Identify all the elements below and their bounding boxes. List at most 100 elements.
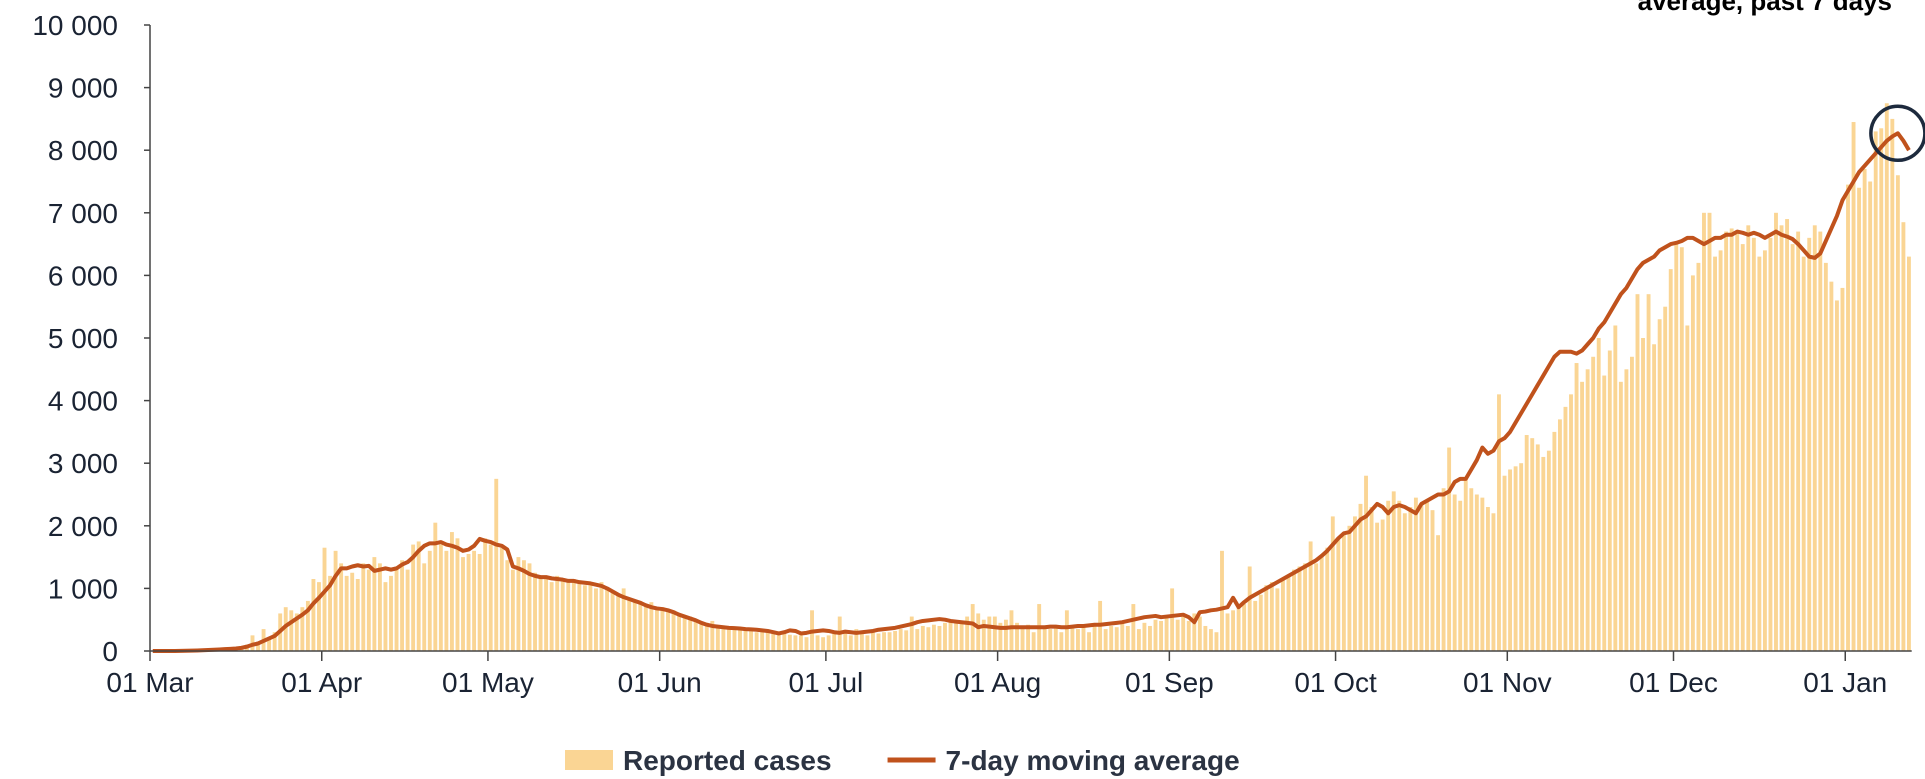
bar: [1419, 503, 1424, 651]
bar: [1114, 627, 1119, 651]
bar: [627, 597, 632, 651]
bar: [1801, 256, 1806, 651]
bar: [1751, 237, 1756, 651]
bar: [992, 616, 997, 651]
bar: [1624, 369, 1629, 651]
bar: [256, 641, 260, 651]
bar: [438, 544, 443, 651]
bar: [1231, 610, 1236, 651]
bar: [1613, 325, 1618, 651]
bar: [876, 633, 881, 651]
bar: [1480, 497, 1485, 651]
bar: [1768, 237, 1773, 651]
bar: [566, 582, 571, 651]
bar: [1785, 219, 1790, 651]
bar: [1303, 563, 1308, 651]
bar: [272, 632, 277, 651]
bar: [510, 569, 515, 651]
bar: [1026, 624, 1031, 651]
bar: [954, 620, 959, 651]
bar: [854, 629, 859, 651]
bar: [1053, 627, 1058, 651]
bar: [976, 613, 981, 651]
bar: [1513, 466, 1518, 651]
bar: [693, 619, 698, 651]
bar: [582, 585, 587, 651]
bar: [1203, 625, 1208, 651]
legend-label: Reported cases: [623, 745, 832, 776]
bar: [1009, 610, 1014, 651]
bar: [1829, 281, 1834, 651]
bar: [1807, 237, 1812, 651]
bar: [1192, 613, 1197, 651]
bar: [948, 619, 953, 651]
bar: [1430, 510, 1435, 651]
bar: [1170, 588, 1175, 651]
bar: [1812, 225, 1817, 651]
bar: [516, 557, 521, 651]
x-tick-label: 01 Aug: [954, 667, 1041, 698]
bar: [1353, 516, 1357, 651]
bar: [1120, 622, 1125, 651]
bar: [594, 588, 598, 651]
bar: [1109, 625, 1114, 651]
bar: [1364, 475, 1368, 651]
bar: [643, 604, 648, 651]
bar: [1618, 381, 1623, 651]
bar: [1469, 488, 1474, 651]
bar: [1264, 585, 1269, 651]
bar: [632, 600, 637, 651]
bar: [1685, 325, 1690, 651]
bar: [1707, 212, 1712, 652]
bar: [294, 613, 299, 651]
bar: [1408, 507, 1413, 651]
bar: [799, 635, 803, 651]
bar: [887, 632, 892, 651]
x-tick-label: 01 Apr: [281, 667, 362, 698]
bar: [455, 538, 460, 651]
bar: [677, 613, 682, 651]
bar: [599, 582, 604, 651]
bar: [555, 575, 560, 651]
bar: [1081, 627, 1086, 651]
bar: [1125, 625, 1130, 651]
bar: [444, 550, 449, 651]
bar: [682, 616, 687, 651]
bar: [765, 632, 770, 651]
bar: [366, 569, 371, 651]
bar: [1818, 231, 1823, 651]
bar: [1330, 516, 1335, 651]
y-tick-label: 2 000: [48, 511, 118, 542]
bar: [970, 604, 975, 651]
bar: [721, 627, 726, 651]
bar: [1269, 582, 1274, 651]
bar: [943, 622, 947, 651]
bar: [654, 607, 659, 651]
bar: [732, 629, 737, 651]
bar: [427, 550, 432, 651]
bar: [1497, 394, 1501, 651]
bar: [1740, 244, 1745, 651]
x-tick-label: 01 Jan: [1803, 667, 1887, 698]
bar: [527, 563, 532, 651]
bar: [1890, 118, 1895, 651]
bar: [915, 629, 920, 651]
x-tick-label: 01 Sep: [1125, 667, 1214, 698]
bar: [715, 625, 720, 651]
bar: [926, 627, 931, 651]
bar: [339, 563, 344, 651]
bar: [1048, 629, 1053, 651]
bar: [754, 632, 759, 651]
bar: [283, 607, 288, 651]
bar: [1690, 275, 1695, 651]
bar: [344, 575, 349, 651]
bar: [505, 560, 510, 651]
bar: [422, 563, 427, 651]
bar: [865, 635, 870, 651]
bar: [1774, 212, 1778, 652]
bar: [1663, 306, 1668, 651]
bar: [1175, 619, 1180, 651]
bar: [322, 547, 327, 651]
bar: [1325, 547, 1330, 651]
bar: [749, 630, 754, 651]
